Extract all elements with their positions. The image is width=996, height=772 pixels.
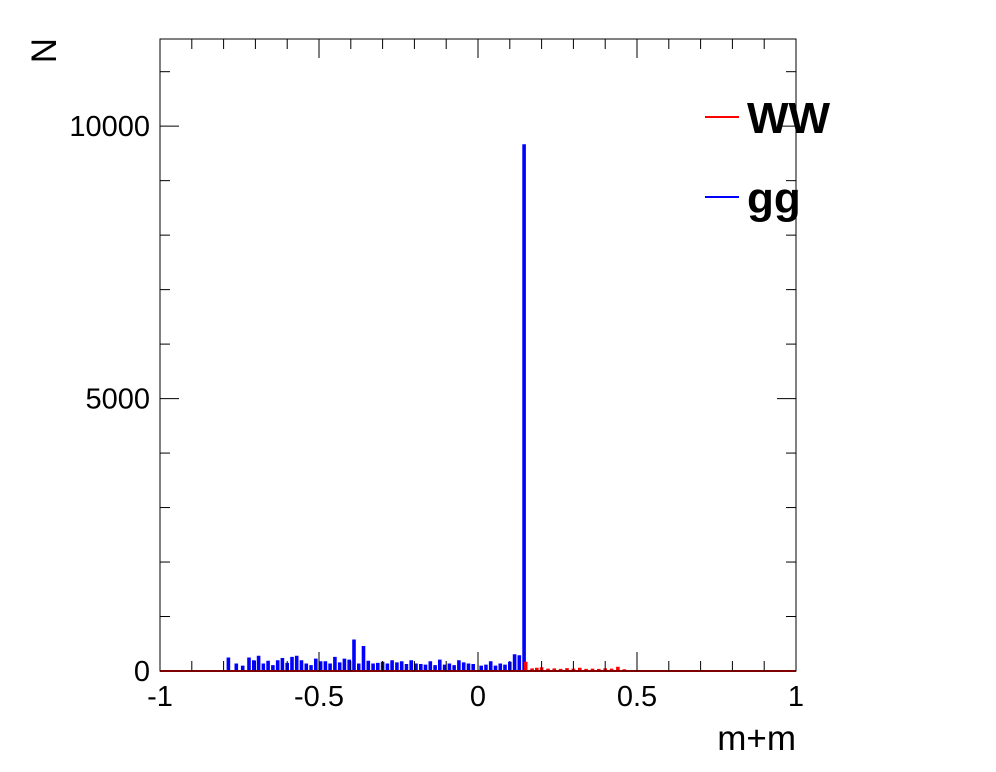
x-axis-title: m+m bbox=[717, 719, 796, 758]
x-tick-label: 0 bbox=[470, 681, 486, 713]
legend-gg-label: gg bbox=[747, 174, 801, 223]
legend: WW gg bbox=[705, 94, 831, 223]
x-tick-label: 0.5 bbox=[617, 681, 657, 713]
y-tick-label: 0 bbox=[134, 656, 150, 688]
x-tick-label: -1 bbox=[147, 681, 173, 713]
y-axis-title: N bbox=[25, 38, 64, 63]
x-tick-label: -0.5 bbox=[294, 681, 344, 713]
y-tick-label: 10000 bbox=[69, 111, 150, 143]
legend-ww-label: WW bbox=[747, 94, 831, 143]
axis-tick-labels: -1 -0.5 0 0.5 1 0 5000 10000 bbox=[69, 111, 804, 713]
axis-ticks bbox=[159, 39, 797, 672]
x-tick-label: 1 bbox=[788, 681, 804, 713]
y-tick-label: 5000 bbox=[85, 384, 150, 416]
